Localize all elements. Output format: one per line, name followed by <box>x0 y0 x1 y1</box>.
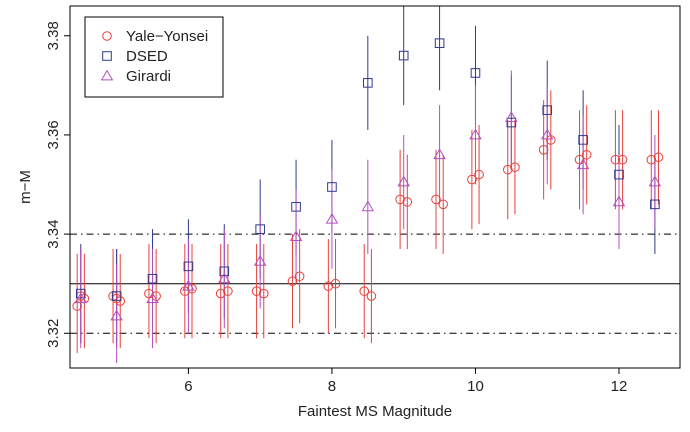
circle-point <box>402 197 413 207</box>
legend-triangle-icon <box>100 69 114 81</box>
plot-frame <box>69 5 681 369</box>
y-axis: 3.32 3.34 3.36 3.38 <box>45 21 70 348</box>
circle-point <box>646 154 657 165</box>
circle-point <box>223 286 233 296</box>
circle-point <box>215 288 226 299</box>
circle-point <box>366 291 377 301</box>
triangle-point <box>74 292 88 303</box>
legend-square-icon <box>102 51 112 61</box>
triangle-point <box>218 272 231 284</box>
legend: Yale−Yonsei DSED Girardi <box>84 16 224 98</box>
triangle-point <box>361 200 375 212</box>
legend-box <box>84 16 224 98</box>
y-axis-title: m−M <box>17 170 34 204</box>
square-point <box>255 224 265 234</box>
legend-circle-icon <box>102 31 112 41</box>
circle-point <box>395 194 405 205</box>
y-tick-label: 3.36 <box>45 120 62 149</box>
circle-point <box>258 288 269 299</box>
square-point <box>542 105 553 115</box>
legend-label: Girardi <box>126 68 171 85</box>
triangle-point <box>612 195 626 207</box>
square-point <box>147 273 158 284</box>
triangle-point <box>648 175 662 187</box>
x-tick-label: 8 <box>328 378 336 395</box>
square-point <box>506 117 517 128</box>
x-axis-title: Faintest MS Magnitude <box>298 403 452 420</box>
circle-point <box>187 283 197 294</box>
square-point <box>650 199 660 210</box>
triangle-point <box>253 254 267 266</box>
circle-point <box>610 154 621 165</box>
data-markers <box>72 38 664 321</box>
square-point <box>398 50 409 61</box>
reference-lines <box>70 233 680 334</box>
circle-point <box>251 286 262 296</box>
circle-point <box>617 154 628 165</box>
circle-point <box>151 291 161 301</box>
x-tick-label: 6 <box>184 378 192 395</box>
circle-point <box>510 162 520 172</box>
circle-point <box>474 169 484 180</box>
x-axis: 6 8 10 12 <box>184 368 627 395</box>
square-point <box>363 78 373 88</box>
square-point <box>327 182 337 192</box>
triangle-point <box>540 128 554 140</box>
triangle-point <box>182 279 195 291</box>
y-tick-label: 3.38 <box>45 21 62 50</box>
square-point <box>470 68 481 78</box>
square-point <box>111 291 122 301</box>
legend-label: DSED <box>126 48 168 65</box>
circle-point <box>294 271 305 282</box>
triangle-point <box>469 128 482 140</box>
square-point <box>614 169 624 180</box>
triangle-point <box>146 292 159 303</box>
circle-point <box>287 276 298 287</box>
square-point <box>291 202 301 212</box>
circle-point <box>72 301 82 311</box>
square-point <box>578 135 588 145</box>
circle-point <box>359 286 370 296</box>
y-tick-label: 3.34 <box>45 220 62 249</box>
triangle-point <box>110 309 123 321</box>
triangle-point <box>325 212 339 224</box>
circle-point <box>431 194 441 205</box>
square-point <box>75 288 86 299</box>
triangle-point <box>505 111 518 122</box>
circle-point <box>438 199 448 210</box>
triangle-point <box>289 230 303 241</box>
circle-point <box>323 281 334 291</box>
triangle-point <box>397 175 410 187</box>
y-tick-label: 3.32 <box>45 319 62 348</box>
x-tick-label: 10 <box>467 378 484 395</box>
circle-point <box>502 164 513 175</box>
square-point <box>434 38 445 48</box>
x-tick-label: 12 <box>611 378 628 395</box>
triangle-point <box>576 158 590 170</box>
circle-point <box>115 296 126 306</box>
square-point <box>183 261 194 272</box>
circle-point <box>653 152 664 163</box>
square-point <box>219 266 230 277</box>
legend-label: Yale−Yonsei <box>126 28 208 45</box>
circle-point <box>467 174 477 185</box>
circle-point <box>581 149 592 160</box>
circle-point <box>330 278 341 289</box>
triangle-point <box>433 148 446 160</box>
circle-point <box>538 145 549 155</box>
